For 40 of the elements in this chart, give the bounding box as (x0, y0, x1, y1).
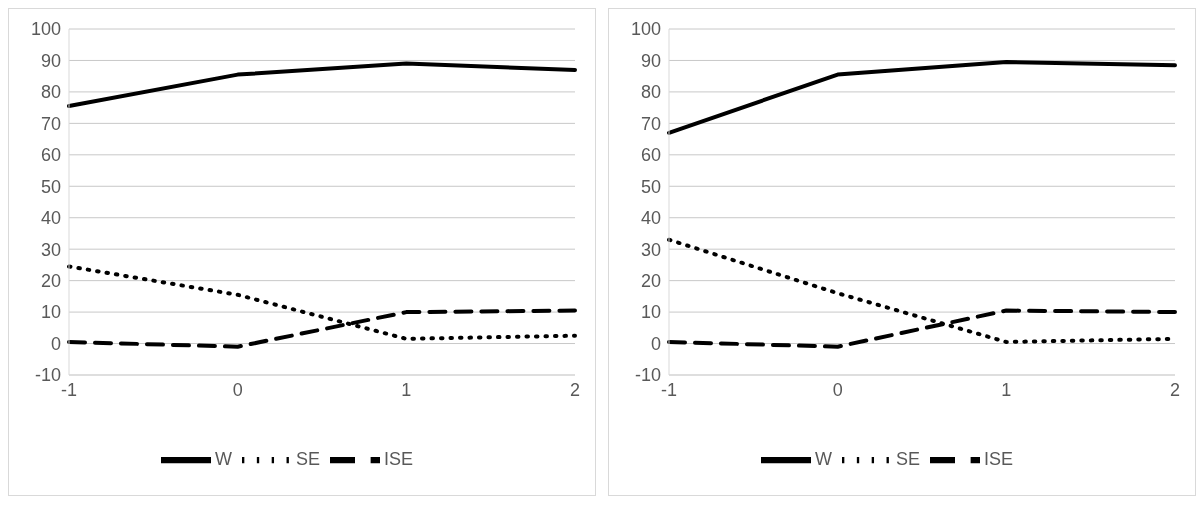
y-tick-label: 50 (40, 176, 61, 197)
y-tick-label: 90 (640, 50, 661, 71)
y-tick-label: 10 (40, 302, 61, 323)
x-tick-label: -1 (60, 379, 78, 400)
x-tick-label: 0 (832, 379, 843, 400)
legend-label: W (214, 448, 232, 469)
line-series (67, 61, 577, 109)
y-tick-label: 10 (640, 302, 661, 323)
x-tick-label: 2 (569, 379, 581, 400)
x-tick-label: 0 (232, 379, 243, 400)
x-tick-label: -1 (660, 379, 678, 400)
y-tick-label: -10 (634, 365, 661, 386)
y-tick-label: -10 (34, 365, 61, 386)
y-tick-label: 70 (40, 113, 61, 134)
legend-label: W (814, 448, 832, 469)
y-tick-label: 20 (640, 271, 661, 292)
x-tick-label: 1 (401, 379, 412, 400)
y-tick-label: 70 (640, 113, 661, 134)
y-tick-label: 30 (40, 239, 61, 260)
y-tick-label: 40 (640, 208, 661, 229)
y-tick-label: 50 (640, 176, 661, 197)
x-tick-label: 2 (1169, 379, 1181, 400)
x-tick-label: 1 (1001, 379, 1012, 400)
y-tick-label: 20 (40, 271, 61, 292)
legend-label: SE (295, 448, 320, 469)
y-tick-label: 30 (640, 239, 661, 260)
y-tick-label: 60 (640, 145, 661, 166)
y-tick-label: 90 (40, 50, 61, 71)
y-tick-label: 100 (630, 19, 661, 40)
legend-label: ISE (384, 448, 414, 469)
legend-label: ISE (984, 448, 1014, 469)
y-tick-label: 80 (40, 82, 61, 103)
y-tick-label: 80 (640, 82, 661, 103)
y-tick-label: 40 (40, 208, 61, 229)
y-tick-label: 60 (40, 145, 61, 166)
line-series (667, 60, 1177, 135)
y-tick-label: 100 (30, 19, 61, 40)
y-tick-label: 0 (50, 333, 61, 354)
legend-label: SE (895, 448, 920, 469)
y-tick-label: 0 (650, 333, 661, 354)
